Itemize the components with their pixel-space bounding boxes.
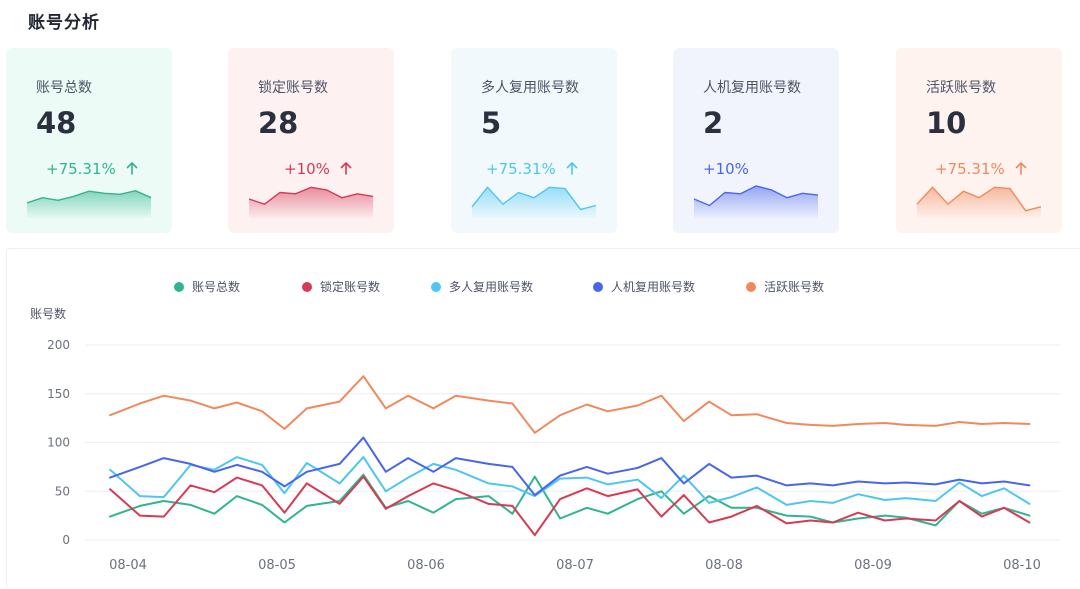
page-title: 账号分析 (28, 13, 100, 33)
arrow-up-icon (566, 160, 578, 178)
stat-card-sparkline (916, 178, 1042, 218)
stat-card-sparkline (248, 178, 374, 218)
stat-card-sparkline (693, 178, 819, 218)
sparkline-line (693, 185, 819, 207)
legend-label: 账号总数 (192, 280, 241, 294)
arrow-up-icon (1015, 160, 1027, 178)
stat-card-label: 锁定账号数 (258, 80, 328, 96)
legend-item[interactable]: 锁定账号数 (302, 279, 380, 295)
sparkline-line (471, 186, 597, 211)
sparkline-line (916, 186, 1042, 212)
sparkline-area (249, 187, 373, 218)
stat-card-value: 28 (258, 106, 299, 140)
stat-card-value: 10 (926, 106, 967, 140)
sparkline-area (694, 186, 818, 218)
legend-dot-icon (431, 282, 441, 292)
legend-dot-icon (302, 282, 312, 292)
stat-card-change: +75.31% (935, 160, 1005, 178)
legend-label: 锁定账号数 (320, 280, 381, 294)
legend-item[interactable]: 账号总数 (174, 279, 240, 295)
sparkline-area (27, 190, 151, 218)
y-axis-label: 账号数 (30, 307, 67, 321)
arrow-up-icon (126, 160, 138, 178)
legend-dot-icon (593, 282, 603, 292)
chart-panel (6, 248, 1080, 589)
stat-card-change: +75.31% (486, 160, 556, 178)
legend-item[interactable]: 多人复用账号数 (431, 279, 533, 295)
stat-card-change: +10% (703, 160, 749, 178)
stat-card-label: 活跃账号数 (926, 80, 996, 96)
stat-card: 多人复用账号数 5 +75.31% (451, 48, 617, 233)
legend-dot-icon (174, 282, 184, 292)
stat-card-label: 多人复用账号数 (481, 80, 579, 96)
stat-card-sparkline (471, 178, 597, 218)
legend-label: 多人复用账号数 (449, 280, 534, 294)
stat-card: 账号总数 48 +75.31% (6, 48, 172, 233)
sparkline-area (917, 187, 1041, 218)
stat-card-label: 人机复用账号数 (703, 80, 801, 96)
sparkline-line (26, 189, 152, 204)
arrow-up-icon (340, 160, 352, 178)
stat-card-value: 5 (481, 106, 502, 140)
stat-card-value: 48 (36, 106, 77, 140)
legend-item[interactable]: 活跃账号数 (746, 279, 824, 295)
sparkline-line (248, 186, 374, 205)
stat-card-value: 2 (703, 106, 724, 140)
legend-label: 活跃账号数 (764, 280, 825, 294)
stat-card-change: +75.31% (46, 160, 116, 178)
stat-card-change: +10% (284, 160, 330, 178)
stat-card: 活跃账号数 10 +75.31% (896, 48, 1062, 233)
legend-label: 人机复用账号数 (611, 280, 696, 294)
legend-dot-icon (746, 282, 756, 292)
sparkline-area (472, 187, 596, 218)
stat-card-label: 账号总数 (36, 80, 92, 96)
legend-item[interactable]: 人机复用账号数 (593, 279, 695, 295)
stat-card-sparkline (26, 178, 152, 218)
stat-card: 人机复用账号数 2 +10% (673, 48, 839, 233)
stat-card: 锁定账号数 28 +10% (228, 48, 394, 233)
chart-legend: 账号总数 锁定账号数 多人复用账号数 人机复用账号数 活跃账号数 (0, 279, 1000, 295)
